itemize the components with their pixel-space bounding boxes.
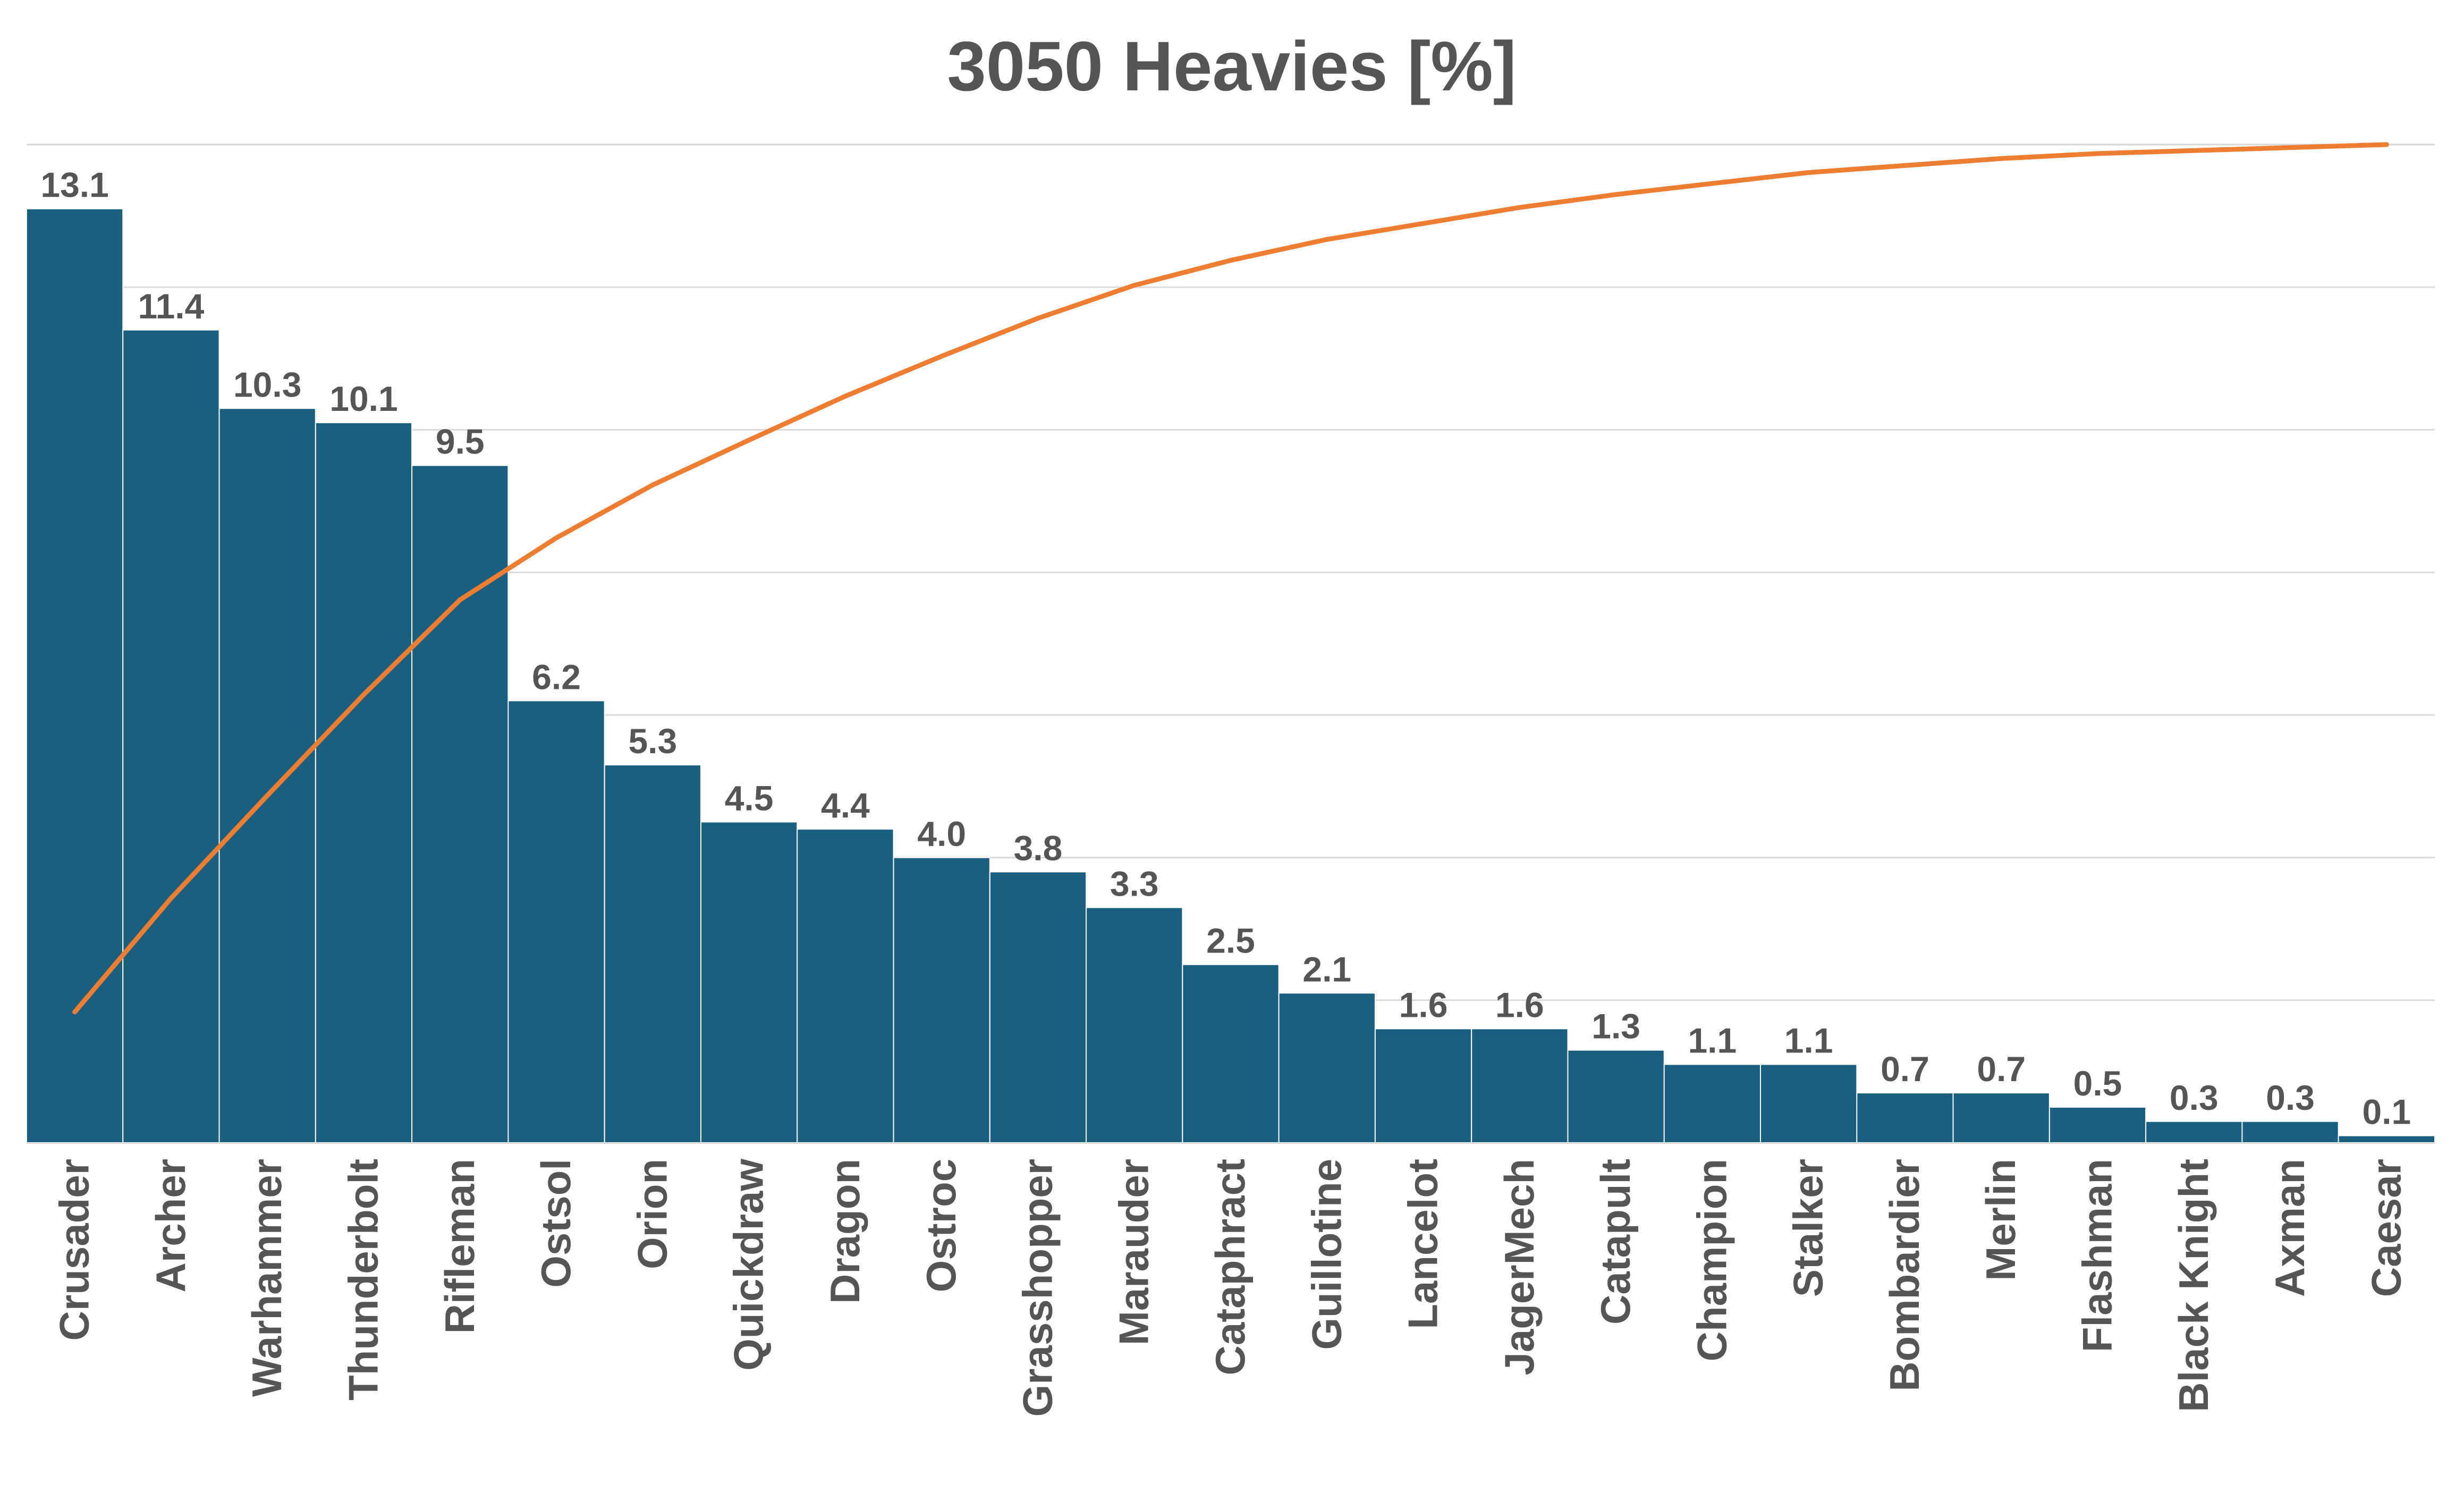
bar: [2048, 1106, 2147, 1143]
data-label: 4.4: [821, 786, 870, 825]
category-label: Merlin: [1977, 1159, 2024, 1281]
category-label: Axman: [2266, 1159, 2313, 1297]
bar: [507, 700, 605, 1144]
data-label: 6.2: [532, 657, 581, 696]
bar: [893, 857, 990, 1143]
bars: [26, 208, 2436, 1144]
data-label: 0.1: [2362, 1092, 2411, 1132]
category-label: Warhammer: [243, 1159, 290, 1397]
bar: [700, 821, 798, 1144]
data-label: 11.4: [138, 286, 205, 326]
bar: [2338, 1135, 2436, 1143]
category-label: Rifleman: [436, 1159, 483, 1334]
data-label: 1.6: [1495, 985, 1544, 1024]
bar: [989, 871, 1087, 1144]
category-label: Champion: [1688, 1159, 1735, 1361]
bar: [411, 465, 509, 1144]
data-label: 1.3: [1591, 1007, 1640, 1046]
data-label: 1.1: [1688, 1021, 1737, 1060]
bar: [1760, 1064, 1858, 1144]
bar: [1278, 992, 1376, 1144]
data-label: 0.7: [1977, 1049, 2026, 1089]
bar: [1952, 1092, 2050, 1144]
data-label: 10.1: [329, 379, 397, 418]
category-label: Caesar: [2363, 1159, 2409, 1297]
category-label: Flashman: [2074, 1159, 2121, 1352]
category-label: Marauder: [1111, 1159, 1157, 1345]
data-label: 13.1: [40, 165, 108, 205]
category-label: Ostroc: [918, 1159, 964, 1292]
bar: [122, 329, 220, 1143]
data-label: 2.5: [1206, 921, 1255, 960]
data-label: 1.6: [1399, 985, 1448, 1024]
category-label: Quickdraw: [725, 1159, 772, 1371]
data-label: 4.5: [725, 778, 774, 817]
data-label: 5.3: [628, 721, 677, 761]
category-label: Dragon: [822, 1159, 868, 1304]
category-label: Cataphract: [1207, 1159, 1254, 1375]
category-label: Black Knight: [2170, 1159, 2217, 1412]
category-label: Ostsol: [532, 1159, 579, 1288]
bar: [315, 422, 413, 1144]
bar: [1663, 1064, 1762, 1144]
data-label: 0.3: [2170, 1078, 2219, 1117]
bar: [2145, 1120, 2243, 1143]
category-label: Lancelot: [1400, 1159, 1446, 1329]
category-label: Thunderbolt: [340, 1159, 386, 1401]
data-label: 0.3: [2266, 1078, 2315, 1117]
data-label: 4.0: [917, 814, 966, 853]
data-label: 9.5: [436, 422, 485, 461]
category-label: Archer: [147, 1159, 194, 1292]
data-label: 1.1: [1784, 1021, 1833, 1060]
bar: [604, 764, 701, 1143]
bar: [1182, 964, 1280, 1143]
cumulative-line: [72, 142, 2389, 1015]
bar: [1856, 1092, 1954, 1144]
bar: [1567, 1049, 1665, 1143]
data-label: 0.5: [2073, 1064, 2122, 1103]
data-label: 0.7: [1881, 1049, 1929, 1089]
bar: [1471, 1028, 1569, 1144]
category-label: Grasshopper: [1014, 1159, 1061, 1417]
bar: [218, 408, 316, 1143]
data-label: 3.8: [1014, 828, 1063, 867]
category-label: Guillotine: [1303, 1159, 1350, 1350]
bar: [1086, 907, 1183, 1144]
category-label: Catapult: [1592, 1159, 1639, 1325]
bar: [797, 828, 894, 1144]
bar: [26, 208, 124, 1144]
category-label: JagerMech: [1496, 1159, 1543, 1376]
data-label: 3.3: [1110, 864, 1159, 903]
data-labels: 13.1 11.4 10.3 10.1 9.5 6.2 5.3 4.5 4.4 4.0 3.8 3.3…: [40, 165, 2411, 1132]
bar: [2241, 1120, 2339, 1143]
category-label: Stalker: [1785, 1159, 1832, 1297]
category-label: Bombardier: [1881, 1159, 1928, 1392]
category-label: Crusader: [51, 1159, 98, 1341]
data-label: 10.3: [233, 365, 301, 404]
data-label: 2.1: [1302, 949, 1351, 989]
category-label: Orion: [629, 1159, 675, 1269]
bar: [1374, 1028, 1472, 1144]
cumulative-line-layer: [72, 142, 2389, 1015]
category-labels: Crusader Archer Warhammer Thunderbolt Riflem…: [51, 1159, 2410, 1417]
chart-title: 3050 Heavies [%]: [947, 27, 1516, 105]
